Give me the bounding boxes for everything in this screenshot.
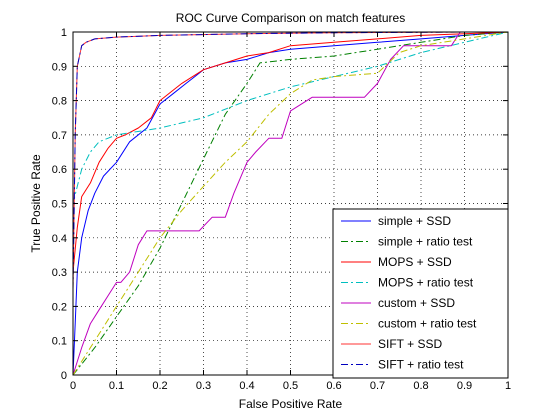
legend-label: custom + ratio test [378,317,477,331]
legend-label: MOPS + ratio test [378,276,474,290]
x-tick-label: 0.7 [370,380,385,392]
x-tick-label: 0.8 [413,380,428,392]
y-tick-label: 1 [61,27,67,39]
series-line-custom-ssd [72,31,508,376]
legend-label: SIFT + SSD [378,337,442,351]
legend: simple + SSD simple + ratio test MOPS + SS… [332,208,509,379]
y-tick-label: 0.9 [52,61,67,73]
series-line-mops-ratio-test [72,31,509,204]
x-tick-label: 1 [505,380,511,392]
series-line-simple-ssd [72,31,509,376]
y-axis-title: True Positive Rate [29,154,43,253]
axis-ticks: 0 0.1 0.2 0.3 0.4 0.5 0.6 0.7 0.8 0.9 1 0 0.1 0.2 0.3 0… [52,27,511,392]
y-tick-label: 0 [61,370,67,382]
x-axis-title: False Positive Rate [239,397,343,411]
legend-label: SIFT + ratio test [378,358,464,372]
legend-label: simple + SSD [378,214,451,228]
chart-title: ROC Curve Comparison on match features [176,11,405,25]
legend-label: custom + SSD [378,296,455,310]
series-line-mops-ssd [72,31,509,273]
y-tick-label: 0.6 [52,164,67,176]
series-line-custom-ratio-test [72,31,509,376]
y-tick-label: 0.7 [52,130,67,142]
y-tick-label: 0.1 [52,336,67,348]
x-tick-label: 0.5 [283,380,298,392]
x-tick-label: 0.9 [457,380,472,392]
legend-box [332,208,509,379]
x-tick-label: 0.2 [152,380,167,392]
y-tick-label: 0.8 [52,96,67,108]
x-tick-label: 0 [70,380,76,392]
legend-label: simple + ratio test [378,235,473,249]
y-tick-label: 0.2 [52,301,67,313]
series-line-simple-ratio-test [72,31,509,376]
grid [73,32,508,375]
y-tick-label: 0.3 [52,267,67,279]
y-tick-label: 0.4 [52,233,67,245]
x-tick-label: 0.6 [326,380,341,392]
legend-label: MOPS + SSD [378,255,452,269]
y-tick-label: 0.5 [52,199,67,211]
x-tick-label: 0.3 [196,380,211,392]
x-tick-label: 0.4 [239,380,254,392]
x-tick-label: 0.1 [109,380,124,392]
